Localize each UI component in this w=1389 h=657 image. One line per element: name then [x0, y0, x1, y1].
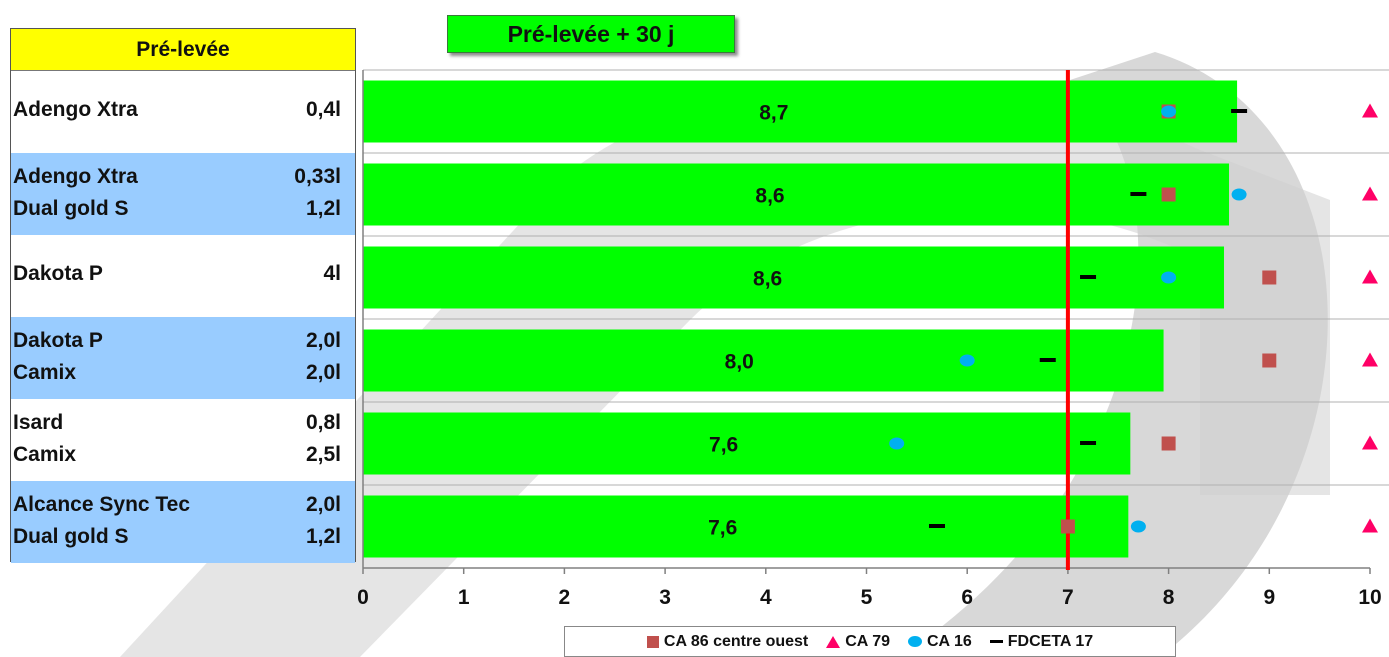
bar-label: 8,6 [753, 268, 782, 291]
product-dose: 1,2l [305, 525, 341, 548]
marker-circle [1161, 271, 1177, 284]
product-name: Camix [13, 443, 77, 466]
legend-square-icon [646, 635, 659, 648]
marker-triangle [1362, 269, 1378, 284]
marker-triangle [1362, 352, 1378, 367]
marker-triangle [1362, 103, 1378, 118]
product-name: Isard [13, 411, 64, 434]
marker-dash [1080, 441, 1097, 445]
x-tick-label: 10 [1358, 586, 1381, 609]
bar [363, 163, 1230, 226]
bar [363, 412, 1131, 475]
x-tick-label: 9 [1263, 586, 1275, 609]
product-name: Adengo Xtra [13, 98, 138, 121]
bar-label: 8,7 [759, 102, 788, 125]
x-tick-label: 7 [1062, 586, 1074, 609]
product-dose: 0,8l [305, 411, 341, 434]
product-name: Dual gold S [13, 525, 129, 548]
marker-square [1161, 436, 1176, 451]
product-dose: 2,0l [305, 493, 341, 516]
product-name: Dakota P [13, 329, 103, 352]
x-tick-label: 0 [357, 586, 369, 609]
marker-dash [1039, 358, 1056, 362]
product-dose: 0,33l [294, 165, 341, 188]
x-tick-label: 3 [659, 586, 671, 609]
marker-circle [889, 437, 905, 450]
legend-item: CA 79 [826, 633, 890, 651]
product-name: Alcance Sync Tec [13, 493, 191, 516]
table-row: Adengo Xtra 0,33l Dual gold S 1,2l [11, 153, 355, 235]
legend-label: FDCETA 17 [1007, 632, 1094, 650]
marker-dash [1130, 192, 1147, 196]
bar-chart: 8,7 8,6 8,6 8,0 7,6 7,6 0 1 2 3 4 5 6 7 8 9 10 [357, 69, 1389, 609]
table-row: Dakota P 2,0l Camix 2,0l [11, 317, 355, 399]
product-dose: 2,0l [305, 329, 341, 352]
legend-item: FDCETA 17 [989, 632, 1094, 651]
bar [363, 495, 1129, 558]
marker-circle [959, 354, 975, 367]
legend-item: CA 16 [908, 633, 972, 651]
x-tick-label: 8 [1163, 586, 1175, 609]
x-tick-label: 6 [961, 586, 973, 609]
x-tick-label: 4 [760, 586, 772, 609]
product-dose: 2,0l [305, 361, 341, 384]
marker-triangle [1362, 435, 1378, 450]
table-row: Adengo Xtra 0,4l [11, 71, 355, 153]
x-tick-label: 5 [861, 586, 873, 609]
legend-triangle-icon [826, 635, 841, 648]
bar-label: 7,6 [708, 517, 737, 540]
marker-square [1161, 187, 1176, 202]
bar [363, 80, 1238, 143]
bar [363, 329, 1164, 392]
product-name: Dakota P [13, 262, 103, 285]
bar-label: 7,6 [709, 434, 738, 457]
legend-dash-icon [989, 640, 1003, 643]
chart-title: Pré-levée + 30 j [447, 15, 735, 53]
product-name: Adengo Xtra [13, 165, 138, 188]
bar-label: 8,6 [755, 185, 784, 208]
marker-square [1262, 353, 1277, 368]
marker-square [1060, 519, 1075, 534]
product-dose: 2,5l [305, 443, 341, 466]
product-dose: 1,2l [305, 197, 341, 220]
legend-label: CA 16 [927, 632, 972, 650]
product-dose: 4l [323, 262, 341, 285]
table-row: Dakota P 4l [11, 235, 355, 317]
marker-circle [1130, 520, 1146, 533]
table-row: Isard 0,8l Camix 2,5l [11, 399, 355, 481]
product-name: Camix [13, 361, 77, 384]
marker-dash [1080, 275, 1097, 279]
x-tick-label: 2 [559, 586, 571, 609]
treatment-table: Pré-levée Adengo Xtra 0,4l Adengo Xtra 0,33… [10, 28, 356, 563]
marker-triangle [1362, 518, 1378, 533]
marker-triangle [1362, 186, 1378, 201]
product-name: Dual gold S [13, 197, 129, 220]
legend-circle-icon [908, 636, 922, 647]
marker-circle [1161, 105, 1177, 118]
marker-circle [1231, 188, 1247, 201]
marker-dash [928, 524, 945, 528]
x-tick-label: 1 [458, 586, 470, 609]
legend-item: CA 86 centre ouest [646, 632, 809, 651]
table-row: Alcance Sync Tec 2,0l Dual gold S 1,2l [11, 481, 355, 563]
chart-legend: CA 86 centre ouest CA 79 CA 16 FDCETA 17 [564, 626, 1176, 657]
marker-square [1262, 270, 1277, 285]
bar-label: 8,0 [725, 351, 754, 374]
marker-dash [1231, 109, 1248, 113]
table-header: Pré-levée [11, 29, 355, 71]
legend-label: CA 79 [845, 632, 890, 650]
product-dose: 0,4l [305, 98, 341, 121]
legend-label: CA 86 centre ouest [663, 632, 809, 650]
